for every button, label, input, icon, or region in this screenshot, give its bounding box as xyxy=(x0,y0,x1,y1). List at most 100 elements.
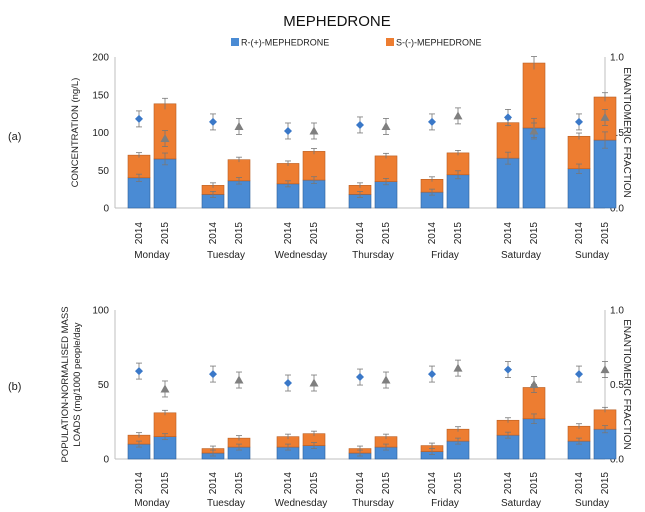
legend-swatch-r xyxy=(231,38,239,46)
ef-marker-2015 xyxy=(160,134,170,143)
ef-marker-2015 xyxy=(529,126,539,135)
y2-axis-label: ENANTIOMERIC FRACTION xyxy=(621,67,632,198)
legend-label-r: R-(+)-MEPHEDRONE xyxy=(241,38,329,48)
x-tick-year: 2015 xyxy=(453,472,464,495)
x-day-label: Friday xyxy=(431,498,459,509)
y-axis-label-line2: LOADS (mg/1000 people/day xyxy=(72,322,83,446)
bar-r-2015-thursday xyxy=(374,181,398,209)
bar-s-2015-monday xyxy=(153,412,177,437)
y-tick-label: 200 xyxy=(92,53,109,64)
ef-marker-2015 xyxy=(600,365,610,374)
y2-tick-label: 1.0 xyxy=(610,306,624,317)
ef-marker-2015 xyxy=(453,363,463,372)
x-tick-year: 2014 xyxy=(355,222,366,245)
x-tick-year: 2015 xyxy=(381,222,392,245)
bar-r-2015-saturday xyxy=(522,127,546,209)
x-day-label: Monday xyxy=(134,498,170,509)
bar-s-2015-wednesday xyxy=(302,151,326,181)
bar-r-2014-wednesday xyxy=(276,183,300,209)
x-tick-year: 2014 xyxy=(134,472,145,495)
bar-r-2015-tuesday xyxy=(227,180,251,209)
ef-marker-2015 xyxy=(309,126,319,135)
x-tick-year: 2014 xyxy=(427,222,438,245)
x-day-label: Saturday xyxy=(501,250,541,261)
x-tick-year: 2015 xyxy=(600,222,611,245)
ef-marker-2014 xyxy=(356,373,364,382)
x-tick-year: 2014 xyxy=(283,472,294,495)
panels: 0 50 100 150 200 0.0 0.5 1.0 (a) CONCENTRATION (n… xyxy=(8,53,632,510)
bar-s-2015-thursday xyxy=(374,155,398,182)
bar-r-2014-saturday xyxy=(496,157,520,209)
x-tick-year: 2015 xyxy=(529,472,540,495)
x-day-label: Sunday xyxy=(575,250,609,261)
y-tick-label: 150 xyxy=(92,90,109,101)
legend-label-s: S-(-)-MEPHEDRONE xyxy=(396,38,482,48)
y2-axis-label: ENANTIOMERIC FRACTION xyxy=(621,319,632,450)
x-tick-year: 2015 xyxy=(600,472,611,495)
x-tick-year: 2014 xyxy=(208,472,219,495)
x-day-label: Tuesday xyxy=(207,250,245,261)
bar-r-2014-saturday xyxy=(496,434,520,460)
x-tick-year: 2014 xyxy=(134,222,145,245)
ef-marker-2014 xyxy=(356,120,364,129)
x-tick-year: 2015 xyxy=(309,222,320,245)
x-day-label: Thursday xyxy=(352,250,394,261)
bar-r-2014-sunday xyxy=(567,168,591,209)
bar-r-2015-saturday xyxy=(522,418,546,460)
x-day-label: Thursday xyxy=(352,498,394,509)
x-day-label: Wednesday xyxy=(275,250,328,261)
ef-marker-2014 xyxy=(428,117,436,126)
y-tick-label: 50 xyxy=(98,380,110,391)
ef-marker-2014 xyxy=(504,113,512,122)
bar-r-2015-sunday xyxy=(593,428,617,460)
x-day-label: Sunday xyxy=(575,498,609,509)
y2-tick-label: 1.0 xyxy=(610,53,624,64)
ef-marker-2015 xyxy=(309,378,319,387)
ef-marker-2015 xyxy=(600,112,610,121)
y-axis-label: CONCENTRATION (ng/L) xyxy=(70,78,81,188)
x-tick-year: 2014 xyxy=(574,222,585,245)
ef-marker-2015 xyxy=(234,375,244,384)
x-day-label: Saturday xyxy=(501,498,541,509)
ef-marker-2015 xyxy=(381,121,391,130)
y2-tick-label: 0.0 xyxy=(610,455,624,466)
x-day-label: Tuesday xyxy=(207,498,245,509)
y2-tick-label: 0.0 xyxy=(610,204,624,215)
x-tick-year: 2014 xyxy=(574,472,585,495)
y-tick-label: 0 xyxy=(103,204,109,215)
bar-r-2014-monday xyxy=(127,177,151,209)
x-tick-year: 2015 xyxy=(234,222,245,245)
panel-label: (b) xyxy=(8,381,21,393)
ef-marker-2015 xyxy=(529,380,539,388)
ef-marker-2014 xyxy=(284,126,292,135)
x-tick-year: 2015 xyxy=(160,472,171,495)
ef-marker-2014 xyxy=(209,370,217,379)
bar-r-2015-friday xyxy=(446,174,470,209)
x-tick-year: 2015 xyxy=(453,222,464,245)
x-tick-year: 2015 xyxy=(529,222,540,245)
bar-r-2015-wednesday xyxy=(302,179,326,209)
x-day-label: Monday xyxy=(134,250,170,261)
chart-title: MEPHEDRONE xyxy=(283,13,391,30)
x-tick-year: 2014 xyxy=(208,222,219,245)
ef-marker-2014 xyxy=(575,117,583,126)
ef-marker-2014 xyxy=(135,114,143,123)
ef-marker-2015 xyxy=(234,121,244,130)
y-axis-label: POPULATION-NORMALISED MASS xyxy=(60,306,71,462)
x-tick-year: 2015 xyxy=(381,472,392,495)
panel-label: (a) xyxy=(8,131,21,143)
ef-marker-2014 xyxy=(575,370,583,379)
y-tick-label: 50 xyxy=(98,166,110,177)
x-tick-year: 2015 xyxy=(234,472,245,495)
y-tick-label: 100 xyxy=(92,306,109,317)
bar-r-2015-sunday xyxy=(593,139,617,209)
ef-marker-2014 xyxy=(428,370,436,379)
ef-marker-2014 xyxy=(135,367,143,376)
bar-r-2015-monday xyxy=(153,158,177,209)
y2-tick-label: 0.5 xyxy=(610,128,624,139)
x-tick-year: 2014 xyxy=(355,472,366,495)
panel-b: 0 50 100 0.0 0.5 1.0 (b) POPULATION-NORMALISED … xyxy=(8,306,632,510)
ef-marker-2015 xyxy=(381,375,391,384)
x-tick-year: 2015 xyxy=(309,472,320,495)
